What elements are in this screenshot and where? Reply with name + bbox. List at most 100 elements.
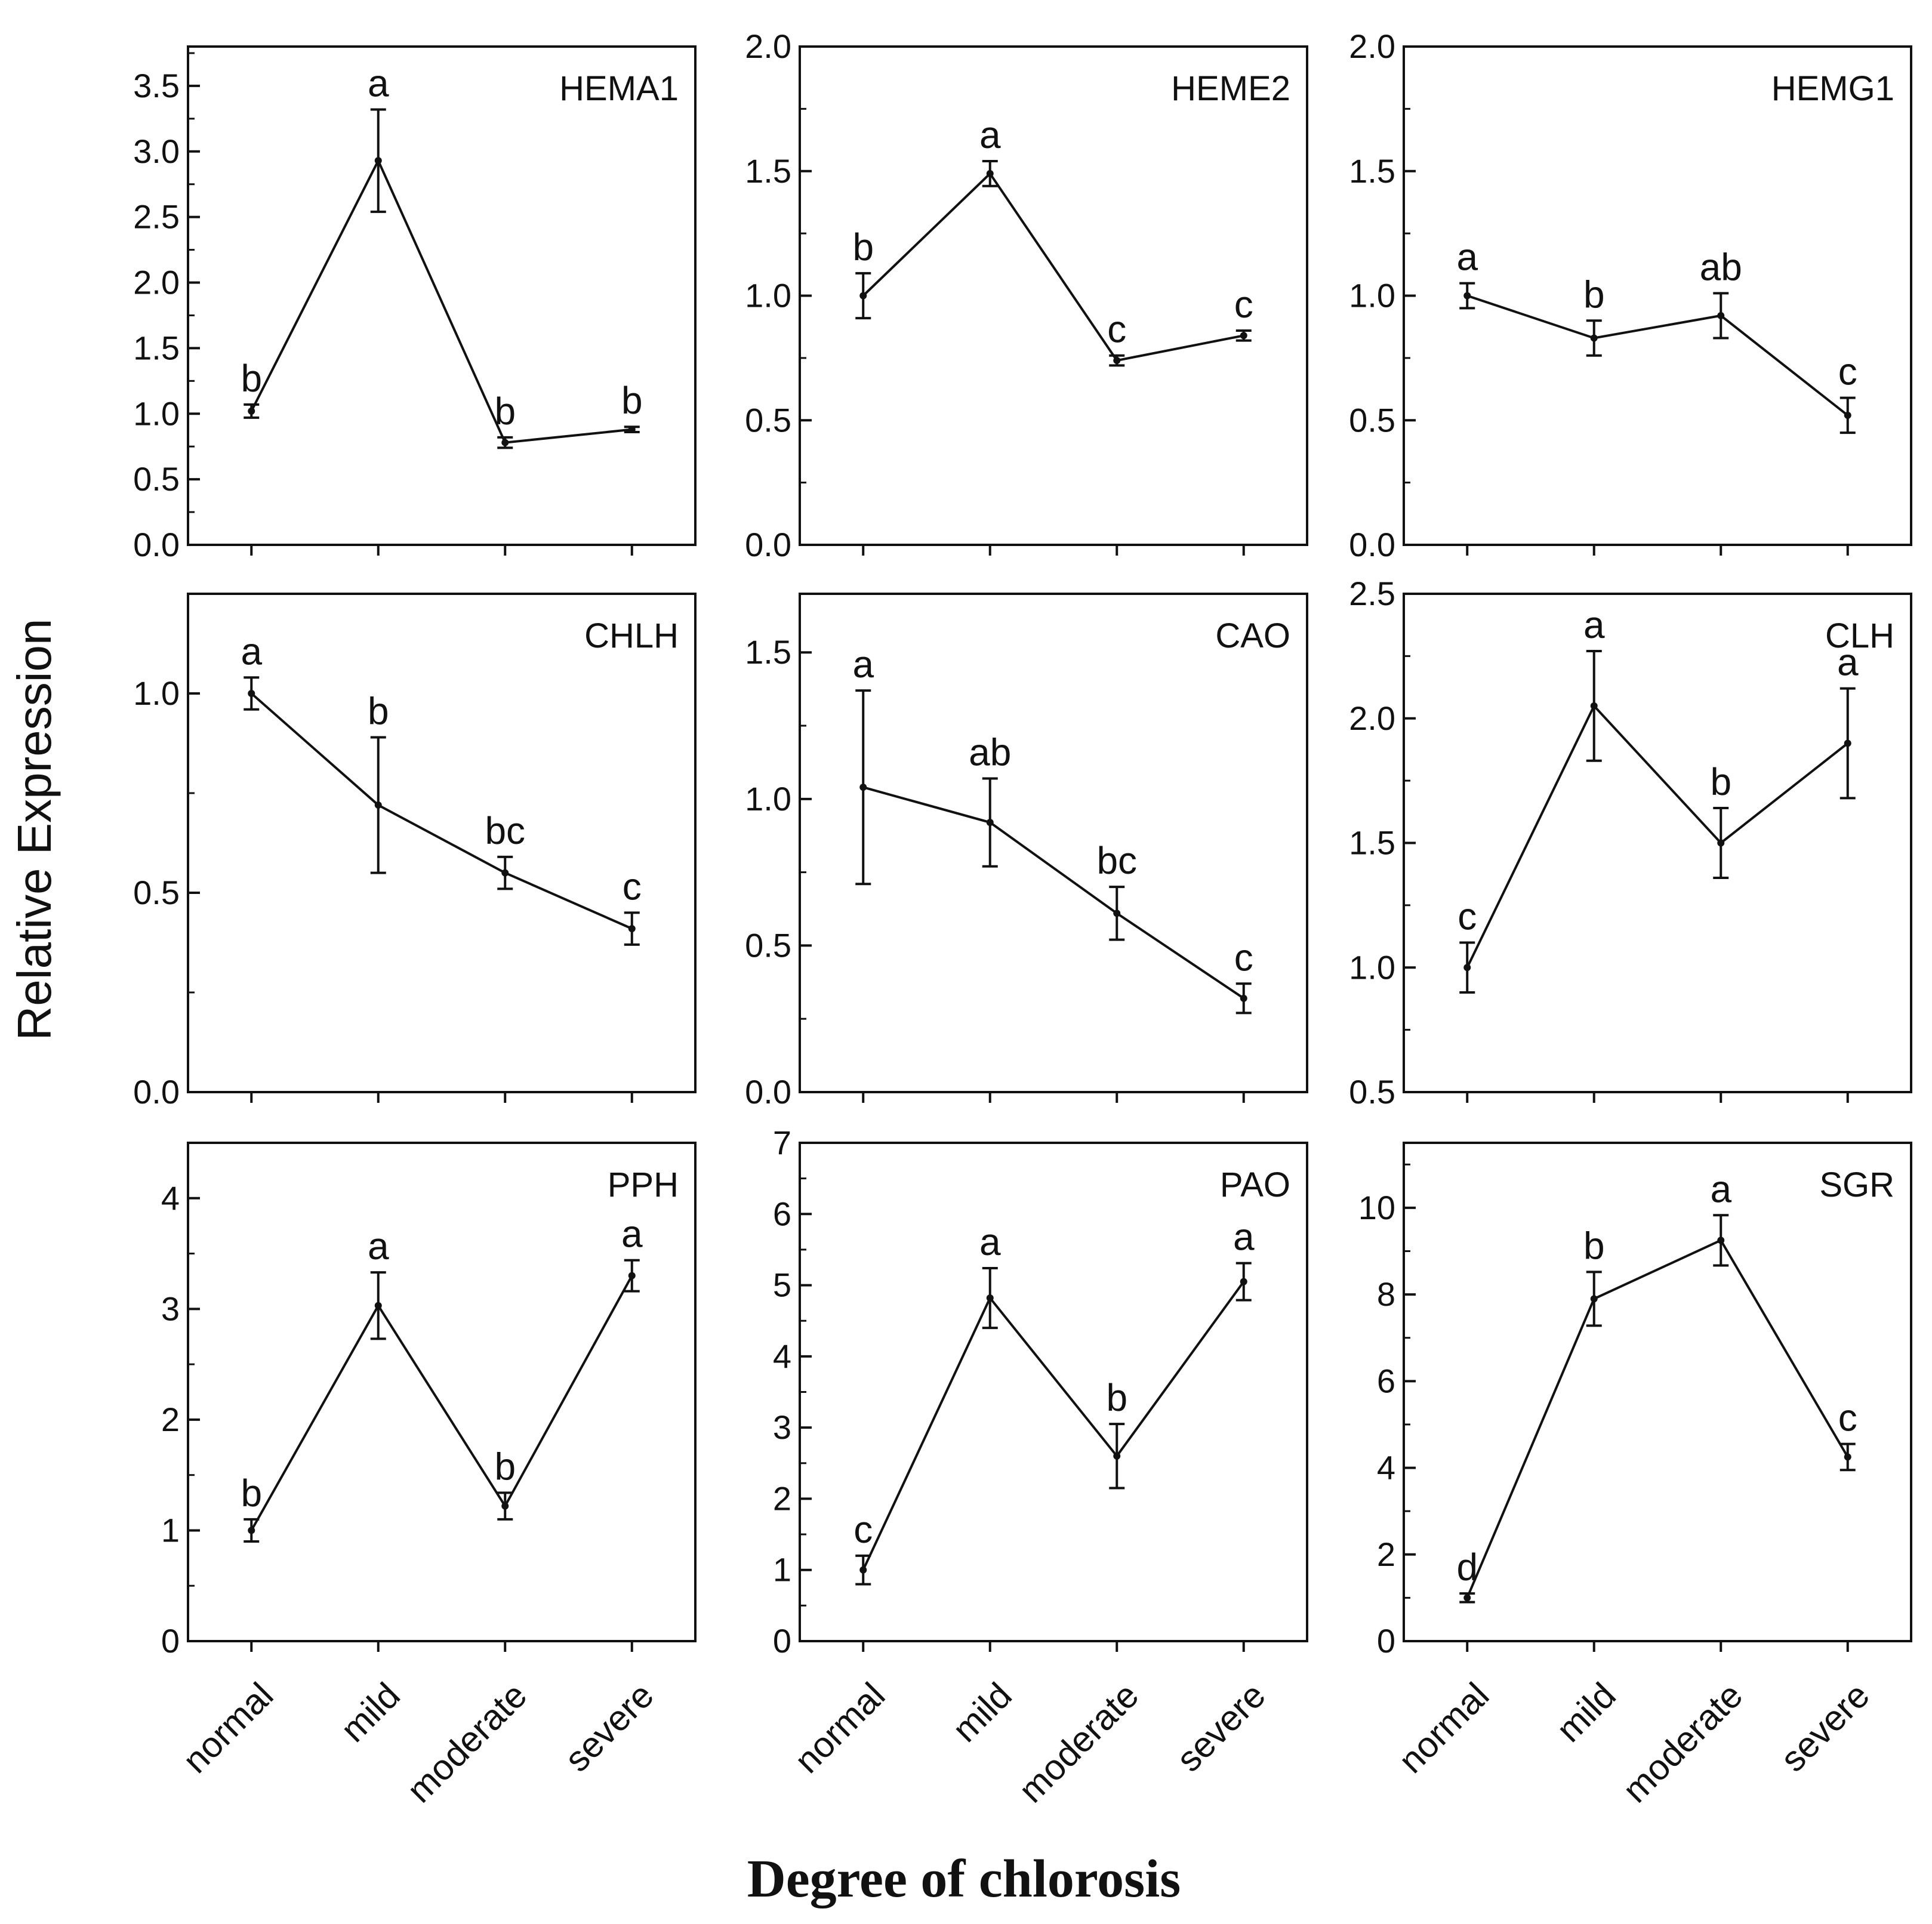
series-line-cao (862, 786, 1244, 1000)
data-point (374, 1302, 382, 1309)
data-point (248, 1527, 255, 1534)
data-point (628, 925, 636, 933)
panel-title-cao: CAO (1215, 616, 1290, 655)
panel-clh: 0.5 1.0 1.5 2.0 2.5 CLH c a b a (1349, 575, 1912, 1111)
series-line-sgr (1466, 1238, 1849, 1599)
y-tick-label: 1.5 (745, 633, 791, 671)
data-point (859, 292, 867, 300)
data-point (1844, 1453, 1851, 1461)
data-point (501, 439, 509, 446)
significance-letter: d (1456, 1546, 1478, 1589)
significance-letter: a (621, 1213, 643, 1256)
y-tick-label: 1 (773, 1551, 791, 1589)
y-tick-label: 2 (1377, 1536, 1395, 1573)
panel-cao: 0.0 0.5 1.0 1.5 CAO a ab bc c (745, 593, 1308, 1111)
significance-letter: b (621, 379, 643, 422)
significance-letter: a (368, 61, 389, 104)
x-tick-label-mild: mild (333, 1675, 408, 1750)
significance-letter: b (494, 390, 516, 433)
significance-letter: b (1106, 1376, 1127, 1419)
data-point (1463, 1594, 1471, 1602)
y-tick-label: 0.0 (745, 1073, 791, 1111)
data-point (1113, 357, 1121, 365)
data-point (248, 407, 255, 415)
series-line-pph (250, 1275, 633, 1531)
data-point (501, 1502, 509, 1510)
y-tick-label: 3 (161, 1290, 180, 1327)
data-point (248, 690, 255, 697)
y-tick-label: 8 (1377, 1275, 1395, 1313)
x-tick-label-normal: normal (1391, 1675, 1496, 1781)
significance-letter: b (241, 1472, 262, 1515)
y-tick-label: 0.5 (745, 401, 791, 439)
y-tick-label: 1 (161, 1511, 180, 1549)
significance-letter: c (623, 865, 642, 908)
panel-title-hema1: HEMA1 (559, 69, 679, 108)
panel-title-pph: PPH (608, 1166, 679, 1204)
panel-title-hemg1: HEMG1 (1771, 69, 1894, 108)
significance-letter: c (1107, 308, 1126, 351)
x-tick-label-moderate: moderate (1615, 1675, 1751, 1811)
y-tick-label: 0.0 (133, 1073, 180, 1111)
y-tick-label: 2 (773, 1479, 791, 1517)
x-tick-label-severe: severe (1773, 1675, 1877, 1780)
x-axis-title: Degree of chlorosis (747, 1849, 1181, 1908)
panel-title-chlh: CHLH (584, 616, 679, 655)
significance-letter: b (241, 357, 262, 400)
significance-letter: c (1838, 1396, 1857, 1439)
y-tick-label: 2.5 (1349, 575, 1395, 612)
y-tick-label: 0.0 (745, 526, 791, 563)
panel-heme2: 0.0 0.5 1.0 1.5 2.0 HEME2 b a c c (745, 27, 1308, 563)
data-point (374, 157, 382, 165)
y-tick-label: 10 (1358, 1189, 1395, 1226)
data-point (859, 1566, 867, 1574)
data-point (501, 869, 509, 877)
x-tick-label-normal: normal (787, 1675, 892, 1781)
x-tick-label-moderate: moderate (1011, 1675, 1147, 1811)
significance-letter: a (1710, 1167, 1731, 1210)
series-line-chlh (250, 692, 633, 930)
x-tick-label-mild: mild (1549, 1675, 1623, 1750)
y-tick-label: 0.5 (1349, 1073, 1395, 1111)
data-point (986, 169, 994, 177)
data-point (1717, 1237, 1725, 1244)
significance-letter: c (1838, 350, 1857, 393)
significance-letter: a (979, 1220, 1001, 1263)
panel-title-heme2: HEME2 (1171, 69, 1290, 108)
y-tick-label: 7 (773, 1124, 791, 1161)
plot-frame-heme2 (799, 45, 1308, 546)
y-tick-label: 1.0 (1349, 948, 1395, 986)
significance-letter: c (853, 1508, 873, 1551)
significance-letter: b (1710, 760, 1731, 803)
y-tick-label: 1.0 (1349, 277, 1395, 314)
plot-frame-pph (187, 1142, 697, 1642)
significance-letter: c (1234, 936, 1253, 979)
significance-letter: a (368, 1225, 389, 1268)
significance-letter: c (1234, 283, 1253, 326)
data-point (1463, 964, 1471, 972)
y-tick-label: 1.5 (745, 152, 791, 190)
plot-frame-chlh (187, 593, 697, 1093)
significance-letter: a (1456, 236, 1478, 279)
panel-hema1: 0.0 0.5 1.0 1.5 2.0 2.5 3.0 3.5 HEMA1 b a b b (133, 45, 697, 563)
y-tick-label: 1.0 (133, 674, 180, 712)
data-point (628, 1272, 636, 1279)
data-point (1590, 1295, 1598, 1303)
y-tick-label: 0 (161, 1622, 180, 1660)
data-point (1463, 292, 1471, 300)
data-point (628, 426, 636, 433)
y-tick-label: 2 (161, 1401, 180, 1438)
significance-letter: ab (1700, 245, 1742, 288)
data-point (986, 819, 994, 827)
data-point (859, 784, 867, 791)
significance-letter: a (1233, 1216, 1255, 1259)
panel-title-clh: CLH (1825, 616, 1894, 655)
y-tick-label: 0 (773, 1622, 791, 1660)
y-tick-label: 1.5 (1349, 152, 1395, 190)
data-point (1240, 332, 1247, 340)
x-tick-label-moderate: moderate (399, 1675, 535, 1811)
data-point (986, 1294, 994, 1302)
